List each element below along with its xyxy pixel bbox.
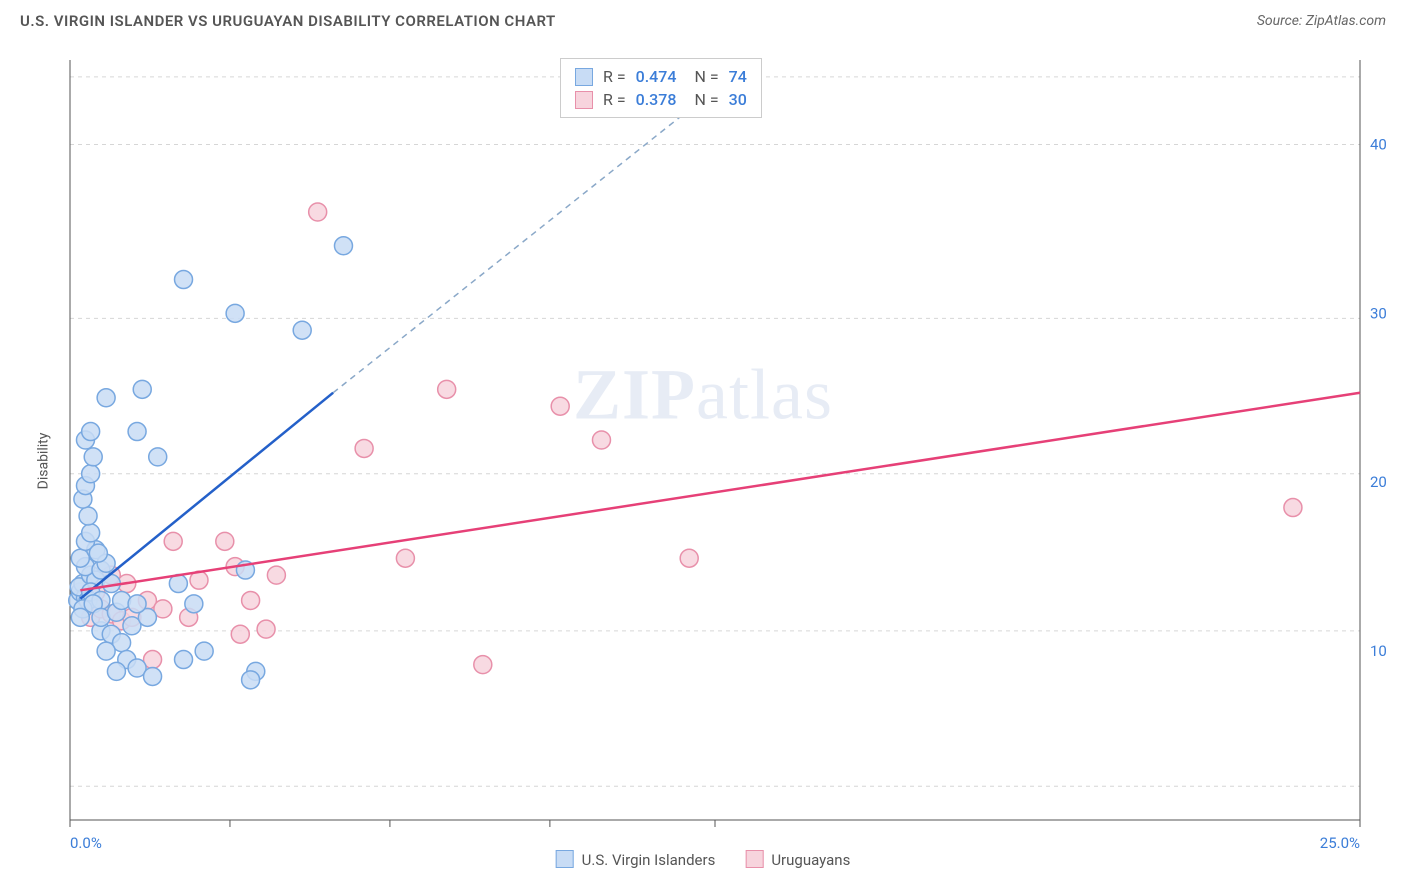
legend-item-series2: Uruguayans	[745, 850, 850, 869]
n-value-series1: 74	[729, 67, 747, 86]
svg-text:40.0%: 40.0%	[1370, 135, 1386, 153]
legend-bottom: U.S. Virgin Islanders Uruguayans	[556, 850, 851, 869]
svg-text:20.0%: 20.0%	[1370, 473, 1386, 491]
chart-area: Disability 10.0% 20.0% 30.0% 40.0% 0.0% 25.0%…	[20, 50, 1386, 872]
svg-text:25.0%: 25.0%	[1320, 834, 1360, 852]
legend-swatch-series1	[556, 850, 574, 868]
r-label: R =	[603, 90, 626, 109]
n-label: N =	[694, 67, 718, 86]
legend-label-series1: U.S. Virgin Islanders	[582, 851, 716, 869]
n-label: N =	[694, 90, 718, 109]
y-axis-label: Disability	[35, 433, 51, 490]
stats-row-series1: R = 0.474 N = 74	[575, 65, 747, 88]
source-label: Source: ZipAtlas.com	[1257, 13, 1386, 29]
n-value-series2: 30	[729, 90, 747, 109]
r-value-series1: 0.474	[636, 67, 677, 86]
svg-text:10.0%: 10.0%	[1370, 642, 1386, 660]
r-label: R =	[603, 67, 626, 86]
swatch-series1	[575, 68, 593, 86]
svg-text:0.0%: 0.0%	[70, 834, 102, 852]
legend-label-series2: Uruguayans	[771, 851, 850, 869]
legend-item-series1: U.S. Virgin Islanders	[556, 850, 716, 869]
scatter-chart-svg: 10.0% 20.0% 30.0% 40.0% 0.0% 25.0%	[20, 50, 1386, 872]
svg-text:30.0%: 30.0%	[1370, 304, 1386, 322]
chart-title: U.S. VIRGIN ISLANDER VS URUGUAYAN DISABI…	[20, 12, 556, 30]
stats-row-series2: R = 0.378 N = 30	[575, 88, 747, 111]
chart-header: U.S. VIRGIN ISLANDER VS URUGUAYAN DISABI…	[0, 0, 1406, 38]
legend-swatch-series2	[745, 850, 763, 868]
swatch-series2	[575, 91, 593, 109]
correlation-stats-box: R = 0.474 N = 74 R = 0.378 N = 30	[560, 58, 762, 118]
r-value-series2: 0.378	[636, 90, 677, 109]
